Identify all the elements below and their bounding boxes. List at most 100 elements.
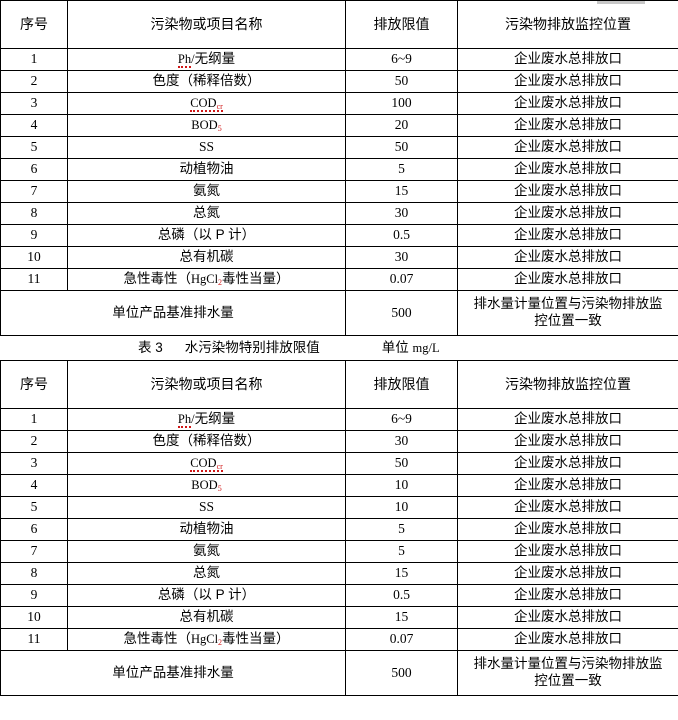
table-row: 5 SS 10 企业废水总排放口	[0, 496, 678, 519]
row-number: 9	[0, 224, 68, 247]
monitoring-position: 企业废水总排放口	[457, 540, 678, 563]
column-header-position: 污染物排放监控位置	[457, 360, 678, 409]
column-header-position: 污染物排放监控位置	[457, 0, 678, 49]
pollutant-name: 总有机碳	[67, 246, 346, 269]
limit-value: 15	[345, 562, 458, 585]
row-number: 11	[0, 268, 68, 291]
column-header-limit: 排放限值	[345, 0, 458, 49]
limit-value: 6~9	[345, 48, 458, 71]
row-number: 8	[0, 202, 68, 225]
column-header-name: 污染物或项目名称	[67, 0, 346, 49]
limit-value: 30	[345, 430, 458, 453]
limit-value: 0.5	[345, 584, 458, 607]
row-number: 4	[0, 474, 68, 497]
pollutant-name: 急性毒性（HgCl2毒性当量）	[67, 628, 346, 651]
pollutant-name: Ph/无纲量	[67, 48, 346, 71]
limit-value: 50	[345, 136, 458, 159]
pollutant-name: 急性毒性（HgCl2毒性当量）	[67, 268, 346, 291]
pollutant-name: BOD5	[67, 474, 346, 497]
column-header-no: 序号	[0, 0, 68, 49]
limit-value: 30	[345, 202, 458, 225]
table-row: 4 BOD5 10 企业废水总排放口	[0, 474, 678, 497]
pollutant-name: 动植物油	[67, 158, 346, 181]
limit-value: 5	[345, 518, 458, 541]
pollutant-name: 总氮	[67, 202, 346, 225]
row-number: 9	[0, 584, 68, 607]
monitoring-position: 企业废水总排放口	[457, 136, 678, 159]
monitoring-position: 企业废水总排放口	[457, 606, 678, 629]
row-number: 4	[0, 114, 68, 137]
column-header-limit: 排放限值	[345, 360, 458, 409]
limit-value: 15	[345, 606, 458, 629]
row-number: 6	[0, 518, 68, 541]
pollutant-name: 色度（稀释倍数）	[67, 430, 346, 453]
caption-title: 水污染物特别排放限值	[184, 340, 320, 355]
limit-value: 0.07	[345, 628, 458, 651]
monitoring-position: 企业废水总排放口	[457, 70, 678, 93]
table-row: 2 色度（稀释倍数） 50 企业废水总排放口	[0, 70, 678, 93]
table-caption: 表 3 水污染物特别排放限值 单位 mg/L	[0, 336, 678, 360]
table-row: 9 总磷（以 P 计） 0.5 企业废水总排放口	[0, 224, 678, 247]
row-number: 3	[0, 92, 68, 115]
caption-unit-value: mg/L	[412, 341, 440, 355]
pollutant-name: SS	[67, 136, 346, 159]
monitoring-position: 企业废水总排放口	[457, 496, 678, 519]
row-number: 2	[0, 70, 68, 93]
pollutant-name: 总磷（以 P 计）	[67, 224, 346, 247]
monitoring-position: 企业废水总排放口	[457, 224, 678, 247]
limit-value: 15	[345, 180, 458, 203]
row-number: 1	[0, 48, 68, 71]
monitoring-position: 企业废水总排放口	[457, 408, 678, 431]
limit-value: 10	[345, 496, 458, 519]
table-header-row: 序号 污染物或项目名称 排放限值 污染物排放监控位置	[0, 360, 678, 409]
row-number: 5	[0, 496, 68, 519]
row-number: 10	[0, 246, 68, 269]
table-row: 5 SS 50 企业废水总排放口	[0, 136, 678, 159]
pollutant-name: 氨氮	[67, 540, 346, 563]
caption-unit: 单位 mg/L	[382, 336, 440, 360]
column-header-name: 污染物或项目名称	[67, 360, 346, 409]
pollutant-name: CODcr	[67, 452, 346, 475]
pollutant-name: 色度（稀释倍数）	[67, 70, 346, 93]
monitoring-position: 企业废水总排放口	[457, 48, 678, 71]
table-row: 2 色度（稀释倍数） 30 企业废水总排放口	[0, 430, 678, 453]
pollutant-name: 总氮	[67, 562, 346, 585]
table-row: 1 Ph/无纲量 6~9 企业废水总排放口	[0, 48, 678, 71]
column-header-no: 序号	[0, 360, 68, 409]
row-number: 6	[0, 158, 68, 181]
pollutant-name: 总磷（以 P 计）	[67, 584, 346, 607]
table-row: 8 总氮 30 企业废水总排放口	[0, 202, 678, 225]
limit-value: 20	[345, 114, 458, 137]
row-number: 3	[0, 452, 68, 475]
table-row: 10 总有机碳 15 企业废水总排放口	[0, 606, 678, 629]
row-number: 8	[0, 562, 68, 585]
monitoring-position: 企业废水总排放口	[457, 628, 678, 651]
footer-value: 500	[345, 290, 458, 336]
footer-label: 单位产品基准排水量	[0, 290, 346, 336]
row-number: 2	[0, 430, 68, 453]
row-number: 7	[0, 180, 68, 203]
footer-label: 单位产品基准排水量	[0, 650, 346, 696]
monitoring-position: 企业废水总排放口	[457, 452, 678, 475]
footer-position-line2: 控位置一致	[534, 673, 602, 688]
monitoring-position: 企业废水总排放口	[457, 246, 678, 269]
pollutant-name: BOD5	[67, 114, 346, 137]
footer-position: 排水量计量位置与污染物排放监 控位置一致	[457, 650, 678, 696]
monitoring-position: 企业废水总排放口	[457, 584, 678, 607]
page-edge-artifact	[597, 1, 645, 4]
caption-label: 表 3	[138, 340, 163, 355]
table-row: 9 总磷（以 P 计） 0.5 企业废水总排放口	[0, 584, 678, 607]
table-row: 11 急性毒性（HgCl2毒性当量） 0.07 企业废水总排放口	[0, 268, 678, 291]
table-row: 3 CODcr 100 企业废水总排放口	[0, 92, 678, 115]
footer-position: 排水量计量位置与污染物排放监 控位置一致	[457, 290, 678, 336]
water-pollutant-limits-table-2: 序号 污染物或项目名称 排放限值 污染物排放监控位置 1 Ph/无纲量 6~9 …	[0, 360, 678, 696]
table-row: 3 CODcr 50 企业废水总排放口	[0, 452, 678, 475]
table-row: 7 氨氮 15 企业废水总排放口	[0, 180, 678, 203]
row-number: 7	[0, 540, 68, 563]
limit-value: 0.07	[345, 268, 458, 291]
table-row: 6 动植物油 5 企业废水总排放口	[0, 518, 678, 541]
limit-value: 0.5	[345, 224, 458, 247]
table-row: 10 总有机碳 30 企业废水总排放口	[0, 246, 678, 269]
row-number: 11	[0, 628, 68, 651]
